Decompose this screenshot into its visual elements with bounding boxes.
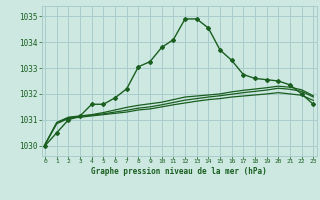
X-axis label: Graphe pression niveau de la mer (hPa): Graphe pression niveau de la mer (hPa)	[91, 167, 267, 176]
